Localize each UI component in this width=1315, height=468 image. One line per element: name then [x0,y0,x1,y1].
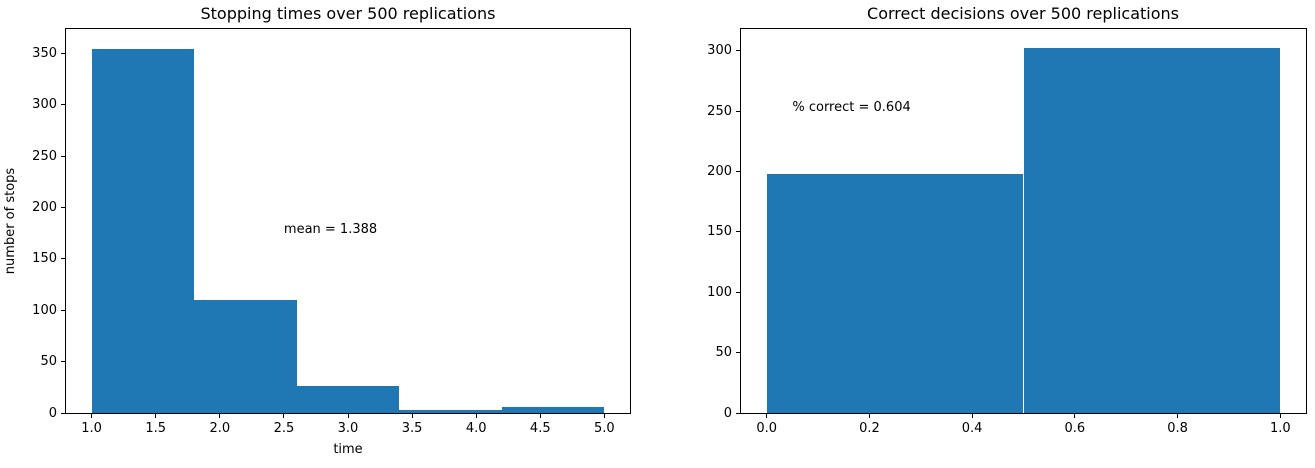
y-axis-tick-label: 350 [32,46,57,62]
y-axis-tick-label: 300 [707,43,732,59]
x-axis-tick-label: 3.5 [401,421,423,436]
y-axis-tick-mark [61,258,65,260]
x-axis-tick-mark [971,414,973,418]
y-axis-tick-mark [61,53,65,55]
histogram-bar [91,48,195,413]
y-axis-tick-mark [736,170,740,172]
x-axis-tick-mark [1177,414,1179,418]
y-axis-tick-mark [61,361,65,363]
histogram-bar [194,300,297,413]
x-axis-tick-label: 0.4 [961,421,983,436]
y-axis-tick-mark [61,104,65,106]
histogram-bar [501,406,605,413]
x-axis-tick-mark [219,414,221,418]
x-axis-tick-label: 4.5 [529,421,551,436]
y-axis-tick-mark [736,352,740,354]
y-axis-tick-label: 300 [32,97,57,113]
x-axis-tick-mark [283,414,285,418]
y-axis-tick-mark [736,412,740,414]
y-axis-tick-label: 200 [707,163,732,179]
y-axis-tick-label: 50 [715,345,732,361]
y-axis-tick-label: 250 [707,103,732,119]
left-chart-axes: mean = 1.388 1.0 1.5 2.0 2.5 3.0 3.5 4.0 4.5 5.0… [32,28,631,436]
y-axis-tick-label: 150 [32,251,57,267]
x-axis-tick-mark [1074,414,1076,418]
x-axis-tick-mark [347,414,349,418]
y-axis-tick-label: 50 [40,354,57,370]
histogram-bar [1023,48,1281,413]
y-axis-tick-mark [736,50,740,52]
x-axis-tick-mark [91,414,93,418]
x-axis-tick-label: 0.8 [1167,421,1188,436]
y-axis-tick-mark [736,291,740,293]
y-axis-tick-label: 250 [32,148,57,164]
x-axis-tick-label: 1.0 [81,421,102,436]
y-axis-tick-label: 150 [707,224,732,240]
x-axis-tick-label: 2.5 [273,421,295,436]
x-axis-tick-mark [475,414,477,418]
histogram-bar [296,386,400,413]
x-axis-tick-label: 0.2 [859,421,880,436]
y-axis-tick-mark [61,207,65,209]
left-chart-title: Stopping times over 500 replications [200,4,496,23]
x-axis-tick-mark [411,414,413,418]
y-axis-tick-mark [61,309,65,311]
y-axis-tick-mark [736,110,740,112]
histogram-bar [766,173,1024,413]
y-axis-tick-mark [61,155,65,157]
left-chart-x-axis-label: time [333,442,363,457]
histogram-bar [399,409,502,413]
y-axis-tick-label: 0 [723,405,732,421]
x-axis-tick-label: 1.5 [145,421,167,436]
x-axis-tick-label: 0.6 [1064,421,1086,436]
y-axis-tick-label: 200 [32,200,57,216]
right-chart-axes: % correct = 0.604 0.0 0.2 0.4 0.6 0.8 1.0 0 50 1… [707,28,1307,436]
x-axis-tick-label: 5.0 [594,421,615,436]
x-axis-tick-mark [155,414,157,418]
x-axis-tick-mark [1279,414,1281,418]
x-axis-tick-mark [868,414,870,418]
x-axis-tick-label: 1.0 [1269,421,1291,436]
x-axis-tick-label: 0.0 [756,421,778,436]
left-chart-mean-annotation: mean = 1.388 [283,222,378,238]
x-axis-tick-mark [539,414,541,418]
y-axis-tick-label: 100 [707,284,732,300]
x-axis-tick-mark [603,414,605,418]
y-axis-tick-label: 0 [48,405,57,421]
x-axis-tick-label: 3.0 [337,421,359,436]
right-chart-title: Correct decisions over 500 replications [867,4,1179,23]
right-chart-percent-correct-annotation: % correct = 0.604 [792,100,911,116]
x-axis-tick-mark [766,414,768,418]
x-axis-tick-label: 4.0 [465,421,487,436]
y-axis-tick-label: 100 [32,302,57,318]
y-axis-tick-mark [61,412,65,414]
x-axis-tick-label: 2.0 [209,421,231,436]
left-chart-y-axis-label: number of stops [3,167,18,275]
y-axis-tick-mark [736,231,740,233]
